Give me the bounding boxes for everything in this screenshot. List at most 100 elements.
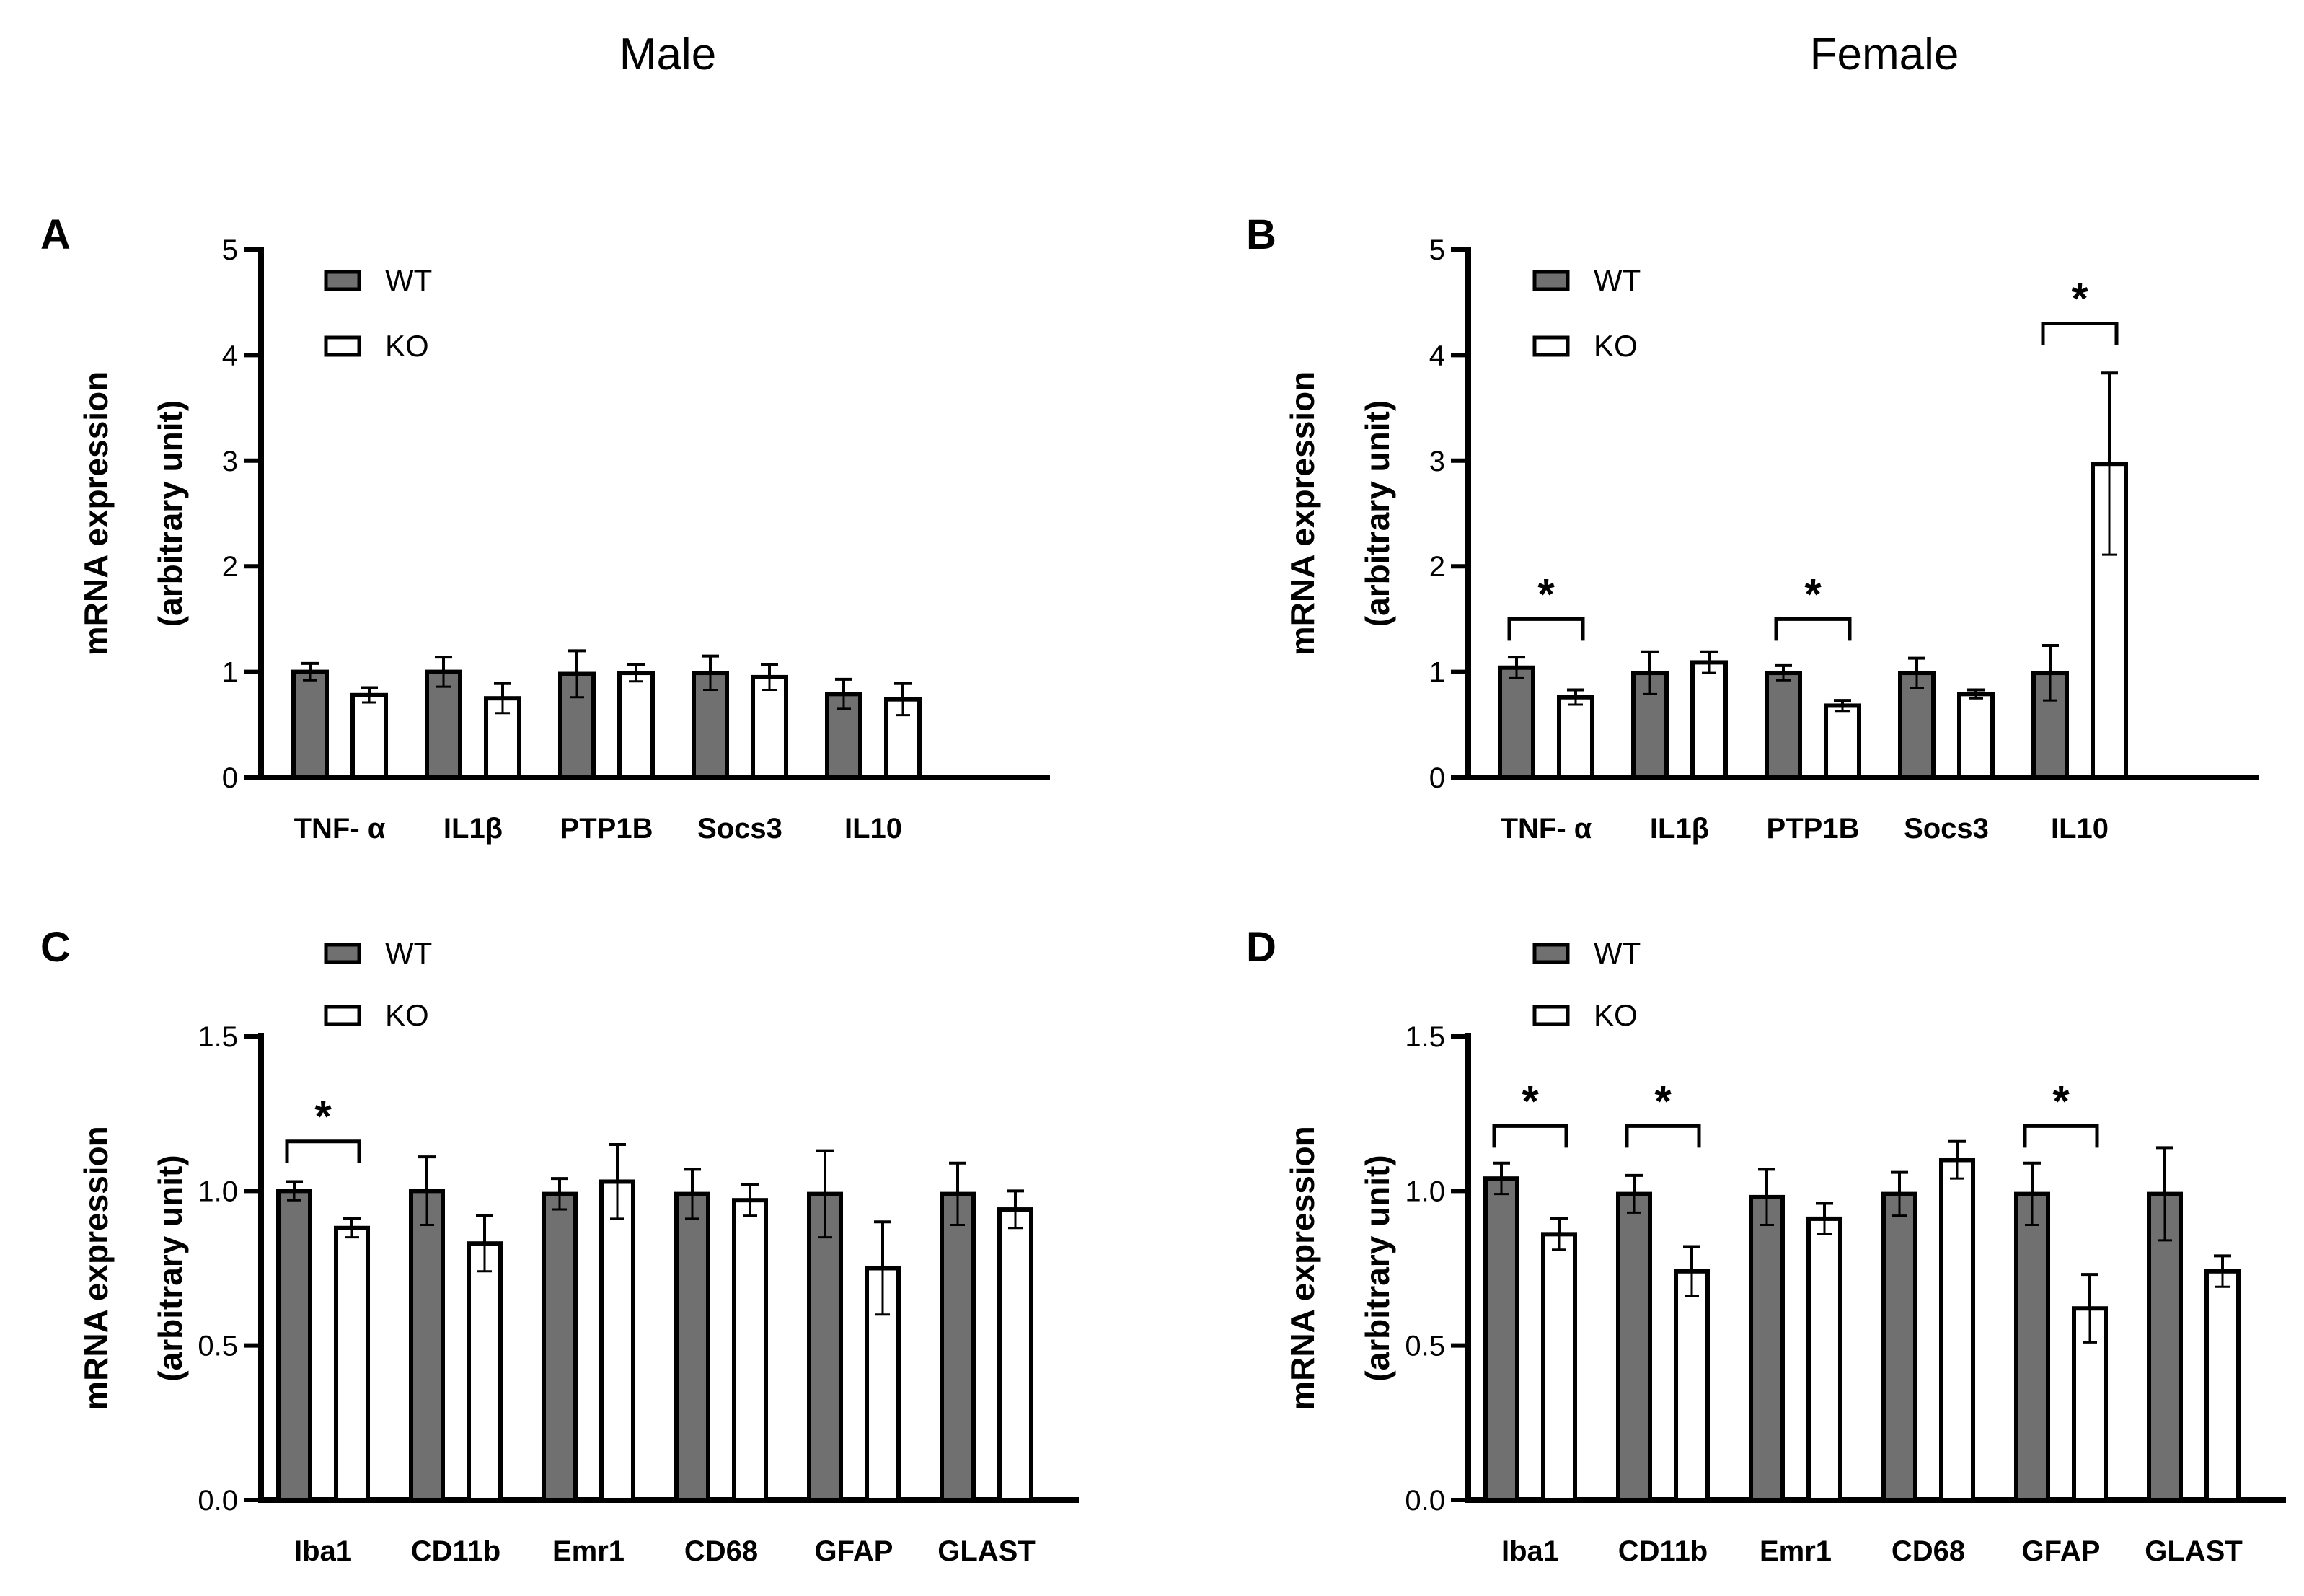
y-axis-label-unit: (arbitrary unit) <box>1359 1155 1396 1381</box>
bar-ko-1 <box>1674 1269 1710 1502</box>
x-tick-label: Socs3 <box>1904 813 1989 845</box>
x-tick-label: PTP1B <box>1767 813 1860 845</box>
y-tick-label: 1.5 <box>198 1021 238 1053</box>
bar-ko-3 <box>1957 692 1995 780</box>
column-title-male: Male <box>619 30 716 79</box>
significance-bracket <box>1492 1124 1568 1148</box>
bar-ko-1 <box>467 1241 503 1502</box>
bar-wt-0 <box>1498 665 1535 780</box>
x-tick-label: IL10 <box>2051 813 2109 845</box>
significance-bracket <box>1507 617 1585 641</box>
bar-wt-0 <box>276 1189 312 1503</box>
legend-wt-swatch <box>1532 270 1570 291</box>
panel-letter: C <box>40 924 71 971</box>
legend-ko-label: KO <box>385 329 429 363</box>
legend-ko-label: KO <box>1594 329 1638 363</box>
y-axis-label-unit: (arbitrary unit) <box>151 400 189 627</box>
y-axis-label-unit: (arbitrary unit) <box>1359 400 1396 627</box>
significance-star: * <box>2052 1077 2070 1125</box>
x-tick-label: GLAST <box>2145 1535 2243 1567</box>
y-tick-label: 1.0 <box>198 1176 238 1207</box>
y-tick-label: 1.0 <box>1405 1176 1445 1207</box>
bar-wt-2 <box>1765 671 1802 780</box>
bar-ko-2 <box>617 671 655 780</box>
y-axis-label-unit: (arbitrary unit) <box>151 1155 189 1381</box>
y-tick-label: 0.0 <box>1405 1485 1445 1517</box>
y-tick-label: 3 <box>1429 446 1445 477</box>
panel-letter: A <box>40 211 71 258</box>
y-tick-label: 2 <box>1429 551 1445 583</box>
bar-wt-4 <box>807 1191 843 1502</box>
bar-ko-0 <box>350 692 388 780</box>
significance-bracket <box>1774 617 1852 641</box>
legend-ko-label: KO <box>1594 998 1638 1032</box>
panel-letter: B <box>1246 211 1276 258</box>
x-tick-label: TNF- α <box>1501 813 1592 845</box>
bar-ko-0 <box>1557 695 1594 780</box>
y-axis-label: mRNA expression <box>1284 371 1321 656</box>
bar-ko-0 <box>1541 1232 1577 1502</box>
y-tick-label: 3 <box>222 446 238 477</box>
legend-ko-swatch <box>324 1005 361 1026</box>
legend-ko-swatch <box>324 335 361 357</box>
x-tick-label: IL1β <box>443 813 503 845</box>
significance-star: * <box>314 1093 332 1141</box>
y-axis-label: mRNA expression <box>77 1126 115 1411</box>
y-tick-label: 0.5 <box>198 1331 238 1362</box>
x-tick-label: Iba1 <box>294 1535 352 1567</box>
x-tick-label: CD11b <box>1618 1535 1708 1567</box>
y-axis-label: mRNA expression <box>1284 1126 1321 1411</box>
significance-star: * <box>1537 570 1555 618</box>
significance-bracket <box>2023 1124 2099 1148</box>
y-tick-label: 0.5 <box>1405 1331 1445 1362</box>
column-title-female: Female <box>1810 30 1959 79</box>
x-tick-label: PTP1B <box>560 813 653 845</box>
bar-ko-3 <box>751 674 788 780</box>
legend-wt-label: WT <box>1594 263 1641 297</box>
significance-bracket <box>285 1139 361 1163</box>
bar-ko-5 <box>997 1207 1033 1502</box>
significance-star: * <box>1804 570 1822 618</box>
bar-ko-3 <box>1939 1158 1975 1502</box>
y-tick-label: 4 <box>1429 340 1445 371</box>
significance-bracket <box>2041 321 2119 345</box>
y-tick-label: 0 <box>222 762 238 794</box>
bar-wt-2 <box>558 671 596 780</box>
legend-ko-swatch <box>1532 335 1570 357</box>
bar-wt-3 <box>674 1191 710 1502</box>
y-tick-label: 1 <box>1429 657 1445 689</box>
x-tick-label: TNF- α <box>294 813 386 845</box>
y-tick-label: 0.0 <box>198 1485 238 1517</box>
x-tick-label: IL10 <box>844 813 902 845</box>
significance-star: * <box>2071 274 2088 322</box>
bar-wt-5 <box>940 1191 976 1502</box>
bar-wt-1 <box>409 1189 445 1503</box>
bar-ko-2 <box>1824 703 1861 780</box>
y-axis-label: mRNA expression <box>77 371 115 656</box>
x-tick-label: CD11b <box>411 1535 501 1567</box>
bar-wt-3 <box>1881 1191 1917 1502</box>
bar-wt-1 <box>1616 1191 1652 1502</box>
significance-star: * <box>1654 1077 1672 1125</box>
bar-ko-0 <box>334 1225 370 1502</box>
legend-ko-label: KO <box>385 998 429 1032</box>
legend-wt-label: WT <box>385 263 432 297</box>
x-tick-label: Socs3 <box>697 813 782 845</box>
x-tick-label: Emr1 <box>552 1535 624 1567</box>
y-tick-label: 1.5 <box>1405 1021 1445 1053</box>
y-tick-label: 2 <box>222 551 238 583</box>
legend-wt-swatch <box>324 270 361 291</box>
bar-ko-2 <box>1806 1216 1842 1502</box>
bar-wt-0 <box>291 669 329 780</box>
x-tick-label: Iba1 <box>1501 1535 1559 1567</box>
legend-wt-label: WT <box>385 936 432 970</box>
x-tick-label: GFAP <box>815 1535 893 1567</box>
y-tick-label: 0 <box>1429 762 1445 794</box>
bar-ko-1 <box>1690 660 1728 780</box>
